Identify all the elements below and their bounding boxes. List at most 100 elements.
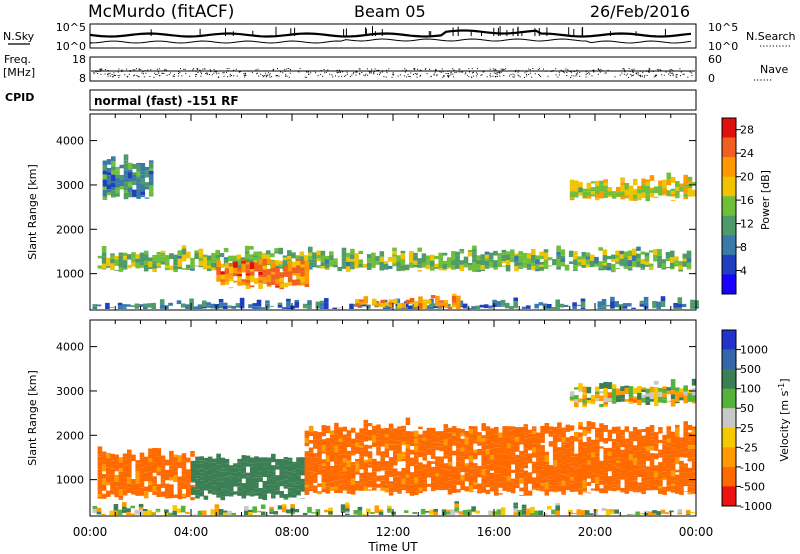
heatmap-cell [308,425,314,433]
heatmap-cell [401,432,406,436]
heatmap-cell [283,474,289,480]
heatmap-cell [189,298,194,304]
heatmap-cell [582,429,587,436]
freq-dot [480,74,482,76]
freq-dot [359,68,361,70]
heatmap-cell [430,475,436,482]
heatmap-cell [245,476,251,479]
heatmap-cell [359,484,364,491]
heatmap-cell [241,461,247,467]
heatmap-cell [666,400,672,403]
heatmap-cell [206,305,211,308]
heatmap-cell [241,455,247,462]
heatmap-cell [606,267,612,271]
heatmap-cell [438,256,443,263]
heatmap-cell [645,480,651,484]
heatmap-cell [473,440,478,444]
heatmap-cell [547,304,552,308]
heatmap-cell [156,460,162,466]
heatmap-cell [451,305,457,308]
heatmap-cell [97,466,103,470]
heatmap-cell [223,248,229,253]
freq-dot [669,69,671,71]
heatmap-cell [422,445,428,450]
heatmap-cell [620,191,625,197]
heatmap-cell [606,255,612,260]
freq-dot [216,71,218,73]
heatmap-cell [643,296,649,303]
heatmap-cell [454,503,459,508]
heatmap-cell [637,482,642,486]
heatmap-cell [691,484,697,488]
heatmap-cell [577,259,582,262]
heatmap-cell [565,463,571,470]
heatmap-cell [515,437,520,442]
heatmap-cell [152,483,157,486]
heatmap-cell [459,251,465,254]
heatmap-cell [249,471,255,479]
heatmap-cell [152,469,157,473]
heatmap-cell [106,452,111,459]
heatmap-cell [143,461,149,466]
heatmap-cell [687,483,693,487]
heatmap-cell [160,494,166,497]
heatmap-cell [367,451,373,459]
heatmap-cell [460,445,465,448]
heatmap-cell [662,179,667,183]
heatmap-cell [603,179,608,183]
heatmap-cell [531,443,537,448]
heatmap-cell [653,453,659,460]
heatmap-cell [607,398,613,401]
heatmap-cell [325,438,331,445]
heatmap-cell [249,478,255,485]
heatmap-cell [645,458,651,461]
heatmap-cell [645,191,651,195]
heatmap-cell [401,468,406,475]
heatmap-cell [195,484,200,490]
heatmap-cell [195,497,200,499]
heatmap-cell [211,253,216,259]
heatmap-cell [662,486,667,490]
heatmap-cell [687,458,693,462]
heatmap-cell [447,465,453,471]
heatmap-cell [135,262,140,269]
heatmap-cell [237,462,242,465]
heatmap-cell [560,249,566,256]
heatmap-cell [324,303,329,307]
heatmap-cell [544,461,550,465]
heatmap-cell [130,305,135,307]
heatmap-cell [341,257,347,262]
heatmap-cell [271,272,276,275]
freq-dot [641,75,643,77]
heatmap-cell [422,305,428,309]
heatmap-cell [595,439,600,444]
heatmap-cell [615,267,620,269]
heatmap-cell [296,282,301,286]
velocity-ylabel: Slant Range [km] [26,370,39,466]
heatmap-cell [143,260,149,265]
heatmap-cell [679,437,684,443]
heatmap-cell [603,404,608,407]
heatmap-cell [586,436,592,443]
freq-dot [469,71,471,73]
colorbar-segment [722,427,736,448]
heatmap-cell [435,446,440,451]
heatmap-cell [468,455,474,463]
heatmap-cell [401,425,406,429]
heatmap-cell [275,475,280,482]
y-tick-label: 2000 [56,223,84,236]
heatmap-cell [321,425,327,432]
heatmap-cell [216,487,221,493]
heatmap-cell [502,441,507,447]
heatmap-cell [397,481,402,489]
heatmap-cell [185,511,190,514]
heatmap-cell [467,263,473,266]
heatmap-cell [262,258,268,266]
heatmap-cell [281,504,287,507]
heatmap-cell [682,258,688,262]
heatmap-cell [455,255,460,263]
freq-dot [585,71,587,73]
freq-dot [255,69,257,71]
heatmap-cell [607,463,613,468]
heatmap-cell [683,197,688,200]
